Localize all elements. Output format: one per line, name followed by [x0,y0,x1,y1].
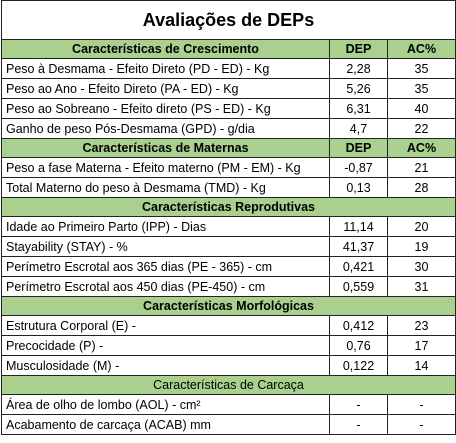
trait-label: Acabamento de carcaça (ACAB) mm [1,414,330,435]
dep-value: 0,76 [329,335,388,356]
section-heading: Características de Carcaça [1,375,456,395]
ac-value: 21 [387,157,456,178]
trait-label: Ganho de peso Pós-Desmama (GPD) - g/dia [1,118,330,139]
ac-value: - [387,414,456,435]
dep-value: 0,412 [329,315,388,336]
ac-value: - [387,394,456,415]
column-header: AC% [387,138,456,158]
ac-value: 28 [387,177,456,198]
ac-value: 35 [387,58,456,79]
dep-value: 2,28 [329,58,388,79]
dep-value: 41,37 [329,236,388,257]
section-header: Características Reprodutivas [1,197,456,217]
section-header: Características Morfológicas [1,296,456,316]
data-row: Total Materno do peso à Desmama (TMD) - … [1,177,456,198]
ac-value: 14 [387,355,456,376]
ac-value: 17 [387,335,456,356]
data-row: Ganho de peso Pós-Desmama (GPD) - g/dia 4… [1,118,456,139]
dep-value: 0,559 [329,276,388,297]
column-header: DEP [329,138,388,158]
trait-label: Peso ao Sobreano - Efeito direto (PS - E… [1,98,330,119]
ac-value: 23 [387,315,456,336]
trait-label: Área de olho de lombo (AOL) - cm² [1,394,330,415]
data-row: Estrutura Corporal (E) -0,412 23 [1,315,456,336]
section-heading: Características Morfológicas [1,296,456,316]
ac-value: 30 [387,256,456,277]
dep-value: -0,87 [329,157,388,178]
section-header: Características de Crescimento DEP AC% [1,39,456,59]
dep-value: 0,421 [329,256,388,277]
trait-label: Peso ao Ano - Efeito Direto (PA - ED) - … [1,78,330,99]
data-row: Musculosidade (M) -0,122 14 [1,355,456,376]
dep-value: 11,14 [329,216,388,237]
trait-label: Musculosidade (M) - [1,355,330,376]
column-header: AC% [387,39,456,59]
data-row: Precocidade (P) -0,76 17 [1,335,456,356]
ac-value: 40 [387,98,456,119]
dep-table: Avaliações de DEPs Características de Cr… [1,0,456,435]
section-heading: Características Reprodutivas [1,197,456,217]
trait-label: Perímetro Escrotal aos 450 dias (PE-450)… [1,276,330,297]
ac-value: 31 [387,276,456,297]
data-row: Idade ao Primeiro Parto (IPP) - Dias 11,1… [1,216,456,237]
table-title: Avaliações de DEPs [1,0,456,40]
data-row: Peso ao Ano - Efeito Direto (PA - ED) - … [1,78,456,99]
data-row: Perímetro Escrotal aos 365 dias (PE - 36… [1,256,456,277]
section-heading: Características de Maternas [1,138,330,158]
dep-value: 6,31 [329,98,388,119]
data-row: Perímetro Escrotal aos 450 dias (PE-450)… [1,276,456,297]
dep-value: - [329,394,388,415]
trait-label: Stayability (STAY) - % [1,236,330,257]
ac-value: 20 [387,216,456,237]
data-row: Peso à Desmama - Efeito Direto (PD - ED)… [1,58,456,79]
trait-label: Peso à Desmama - Efeito Direto (PD - ED)… [1,58,330,79]
trait-label: Estrutura Corporal (E) - [1,315,330,336]
data-row: Stayability (STAY) - % 41,37 19 [1,236,456,257]
trait-label: Perímetro Escrotal aos 365 dias (PE - 36… [1,256,330,277]
ac-value: 35 [387,78,456,99]
trait-label: Total Materno do peso à Desmama (TMD) - … [1,177,330,198]
section-heading: Características de Crescimento [1,39,330,59]
section-header: Características de Carcaça [1,375,456,395]
data-row: Peso a fase Materna - Efeito materno (PM… [1,157,456,178]
dep-value: - [329,414,388,435]
data-row: Acabamento de carcaça (ACAB) mm - - [1,414,456,435]
ac-value: 22 [387,118,456,139]
trait-label: Idade ao Primeiro Parto (IPP) - Dias [1,216,330,237]
trait-label: Precocidade (P) - [1,335,330,356]
table-body: Avaliações de DEPs Características de Cr… [1,0,456,435]
dep-value: 0,122 [329,355,388,376]
title-row: Avaliações de DEPs [1,0,456,40]
column-header: DEP [329,39,388,59]
section-header: Características de Maternas DEP AC% [1,138,456,158]
data-row: Peso ao Sobreano - Efeito direto (PS - E… [1,98,456,119]
dep-value: 5,26 [329,78,388,99]
dep-value: 4,7 [329,118,388,139]
ac-value: 19 [387,236,456,257]
data-row: Área de olho de lombo (AOL) - cm² - - [1,394,456,415]
trait-label: Peso a fase Materna - Efeito materno (PM… [1,157,330,178]
dep-value: 0,13 [329,177,388,198]
